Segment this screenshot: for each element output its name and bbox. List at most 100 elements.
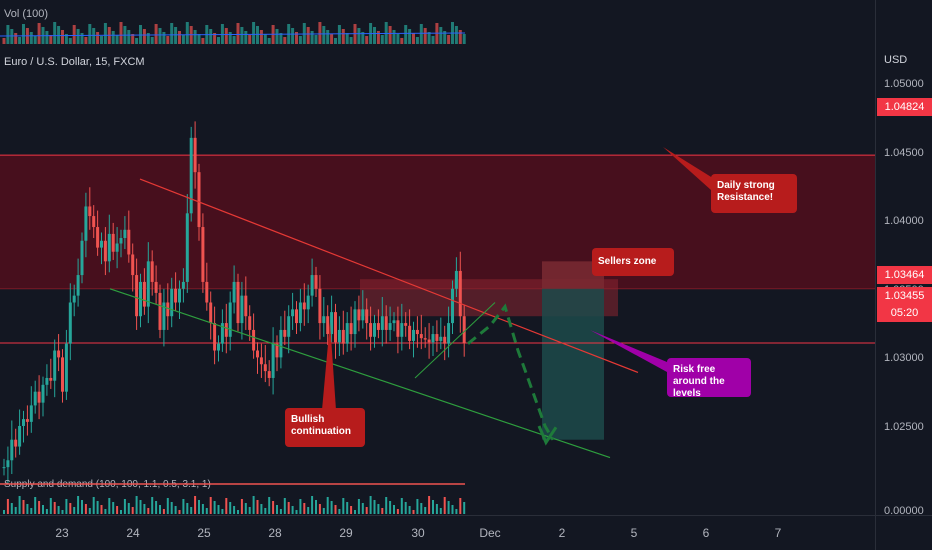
oscillator-bar (143, 504, 146, 514)
oscillator-bar (42, 505, 44, 514)
volume-bar (181, 35, 185, 44)
oscillator-bar (233, 506, 236, 514)
oscillator-bar (268, 497, 271, 514)
current-price-tag: 1.03455 (877, 287, 932, 305)
oscillator-bar (14, 507, 17, 514)
candle-body (256, 350, 259, 358)
candle-body (373, 323, 376, 337)
oscillator-bar (88, 508, 91, 514)
candle-body (197, 172, 201, 228)
oscillator-bar (338, 509, 341, 514)
oscillator-bar (385, 497, 388, 514)
candle-body (427, 339, 431, 343)
candle-body (224, 323, 228, 337)
oscillator-bar (53, 502, 56, 514)
oscillator-bar (182, 499, 185, 514)
sellers-zone-annotation[interactable]: Sellers zone (592, 248, 674, 276)
oscillator-bar (447, 501, 450, 514)
candle-body (158, 292, 162, 330)
oscillator-bar (45, 509, 48, 514)
candle-body (443, 336, 447, 344)
oscillator-bar (38, 501, 41, 514)
time-tick-label: 24 (126, 526, 140, 540)
volume-bar (256, 26, 259, 44)
candle-body (142, 281, 146, 307)
candle-body (10, 439, 14, 461)
volume-bar (392, 30, 396, 44)
candle-body (25, 419, 29, 422)
resistance-annotation[interactable]: Daily strong Resistance! (711, 174, 797, 213)
time-tick-label: Dec (479, 526, 501, 540)
time-tick-label: 5 (630, 526, 638, 540)
oscillator-bar (30, 508, 33, 514)
oscillator-bar (116, 506, 119, 514)
candle-body (14, 439, 18, 447)
candle-body (92, 216, 96, 228)
volume-bar (415, 37, 419, 44)
volume-bar (357, 28, 361, 44)
oscillator-bar (123, 499, 126, 514)
time-tick-label: 23 (55, 526, 69, 540)
candle-body (248, 316, 252, 330)
oscillator-bar (96, 501, 99, 514)
candle-body (146, 261, 150, 307)
volume-bar (170, 23, 174, 44)
oscillator-bar (342, 498, 345, 514)
candle-body (404, 323, 408, 326)
candle-body (388, 323, 392, 330)
volume-bar (119, 22, 123, 44)
candle-body (220, 323, 224, 344)
oscillator-bar (18, 496, 21, 514)
oscillator-bar (361, 503, 364, 514)
oscillator-bar (73, 507, 76, 514)
price-axis-divider (875, 0, 876, 550)
volume-bar (295, 32, 298, 44)
oscillator-bar (198, 500, 200, 514)
volume-bar (64, 34, 68, 44)
volume-bar (310, 31, 314, 44)
candle-body (454, 270, 458, 289)
volume-indicator-label[interactable]: Vol (100) (4, 8, 49, 20)
oscillator-bar (435, 504, 438, 514)
time-tick-label: 2 (558, 526, 566, 540)
oscillator-bar (264, 508, 267, 514)
candle-body (451, 288, 454, 324)
oscillator-bar (346, 502, 349, 514)
oscillator-bar (57, 506, 60, 514)
oscillator-bar (389, 501, 392, 514)
bullish-continuation-annotation[interactable]: Bullish continuation (285, 408, 365, 447)
oscillator-zero-label: 0.00000 (884, 505, 924, 517)
price-tick-label: 1.04000 (884, 215, 924, 228)
price-chart[interactable] (0, 46, 875, 484)
candle-body (431, 334, 435, 343)
oscillator-bar (272, 501, 275, 514)
candle-body (306, 295, 310, 310)
oscillator-bar (77, 496, 80, 514)
candle-body (314, 275, 318, 289)
time-tick-label: 7 (774, 526, 782, 540)
volume-pane (0, 0, 875, 44)
risk-free-annotation[interactable]: Risk free around the levels (667, 358, 751, 399)
oscillator-bar (100, 505, 103, 514)
volume-bar (162, 32, 166, 44)
volume-bar (244, 31, 248, 44)
volume-bar (365, 36, 369, 44)
volume-bar (462, 34, 466, 44)
volume-bar (76, 29, 80, 44)
oscillator-bar (49, 498, 52, 514)
candle-body (49, 377, 53, 381)
volume-bar (380, 35, 384, 44)
candle-body (2, 467, 6, 469)
projected-path (467, 303, 555, 441)
symbol-label[interactable]: Euro / U.S. Dollar, 15, FXCM (4, 56, 145, 68)
oscillator-bar (276, 505, 278, 514)
oscillator-bar (463, 502, 466, 514)
candle-body (135, 275, 139, 317)
oscillator-bar (162, 509, 165, 514)
oscillator-bar (315, 500, 317, 514)
candle-body (435, 334, 439, 341)
oscillator-bar (34, 497, 37, 514)
candle-body (33, 391, 37, 406)
oscillator-bar (221, 509, 224, 514)
candle-body (96, 227, 100, 248)
